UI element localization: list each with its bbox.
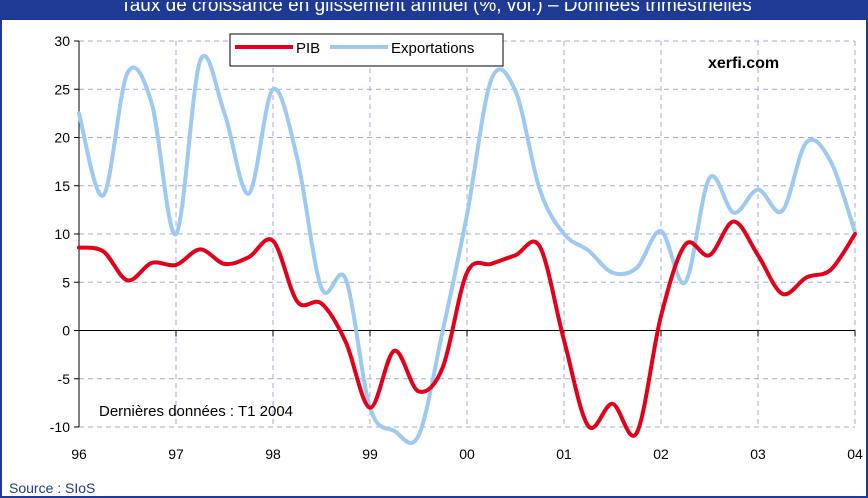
series-line-exportations: [77, 53, 857, 445]
y-tick-label: 25: [54, 81, 70, 97]
y-tick-label: 20: [54, 130, 70, 146]
x-tick-label: 03: [750, 446, 766, 462]
y-tick-label: 15: [54, 178, 70, 194]
y-tick-label: 30: [54, 33, 70, 49]
x-tick-label: 98: [265, 446, 281, 462]
x-tick-label: 97: [168, 446, 184, 462]
series-layer: [77, 53, 857, 445]
x-tick-label: 04: [847, 446, 863, 462]
y-tick-label: 5: [62, 274, 70, 290]
legend-box: [229, 33, 504, 67]
x-tick-label: 01: [556, 446, 572, 462]
y-tick-label: 0: [62, 323, 70, 339]
chart-title: Taux de croissance en glissement annuel …: [120, 0, 752, 16]
x-tick-label: 00: [459, 446, 475, 462]
x-tick-label: 99: [362, 446, 378, 462]
series-line-pib: [77, 219, 857, 438]
watermark-xerfi: xerfi.com: [708, 55, 779, 72]
y-tick-label: -5: [58, 371, 71, 387]
last-data-note: Dernières données : T1 2004: [99, 403, 293, 420]
legend-label-pib: PIB: [296, 40, 320, 57]
legend-label-exportations: Exportations: [391, 40, 474, 57]
axes: 96 97 98 99 00 01 02 03 04 30 25 20 15 10 5 0 -5 -10: [50, 33, 863, 462]
source-note: Source : SIoS: [9, 480, 96, 496]
y-tick-label: -10: [50, 419, 70, 435]
x-tick-label: 96: [71, 446, 87, 462]
x-tick-label: 02: [653, 446, 669, 462]
title-bar: Taux de croissance en glissement annuel …: [2, 0, 866, 20]
y-tick-label: 10: [54, 226, 70, 242]
